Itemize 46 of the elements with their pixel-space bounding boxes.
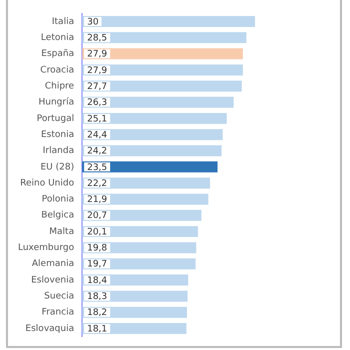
data-label: 20,1 [87,227,108,238]
y-tick-label: Luxemburgo [18,243,75,254]
data-label: 25,1 [87,114,108,124]
data-label: 18,3 [87,292,108,302]
bar [82,96,234,108]
y-tick-label: Croacia [40,65,74,76]
data-label: 27,7 [87,82,108,92]
data-label: 23,5 [87,162,108,173]
data-label: 21,9 [87,195,108,206]
data-label: 18,1 [87,324,108,334]
data-label: 26,3 [87,98,108,108]
y-tick-label: Irlanda [42,146,74,156]
data-label: 27,9 [87,50,108,60]
y-tick-label: Reino Unido [20,178,75,188]
data-label: 24,4 [87,130,108,140]
y-tick-label: Italia [52,16,74,27]
bar [82,64,243,76]
y-tick-label: Chipre [44,81,75,92]
data-label: 30 [87,17,99,28]
y-tick-label: Estonia [40,130,74,140]
data-label: 28,5 [87,33,108,44]
data-label: 19,8 [87,244,108,254]
y-tick-label: Polonia [42,194,74,205]
y-tick-label: Portugal [36,114,74,124]
data-label: 18,2 [87,308,108,318]
data-label: 27,9 [87,66,108,76]
y-tick-label: Malta [49,226,74,237]
data-label: 18,4 [87,276,108,286]
bar [82,80,242,92]
bar [82,32,246,44]
y-tick-label: Alemania [32,259,74,270]
data-label: 19,7 [87,260,108,270]
y-tick-label: Suecia [44,292,74,302]
y-tick-label: Belgica [41,210,74,221]
y-tick-label: Hungría [38,96,74,108]
y-tick-label: Eslovaquia [25,324,74,334]
y-tick-label: Francia [42,308,74,318]
y-tick-label: Eslovenia [31,275,74,286]
data-label: 20,7 [87,211,108,222]
y-tick-label: EU (28) [40,162,74,172]
bar [82,48,243,60]
y-tick-label: España [41,49,74,60]
data-label: 24,2 [87,146,108,157]
bar [82,16,255,27]
y-tick-label: Letonia [40,32,74,43]
data-label: 22,2 [87,178,108,189]
